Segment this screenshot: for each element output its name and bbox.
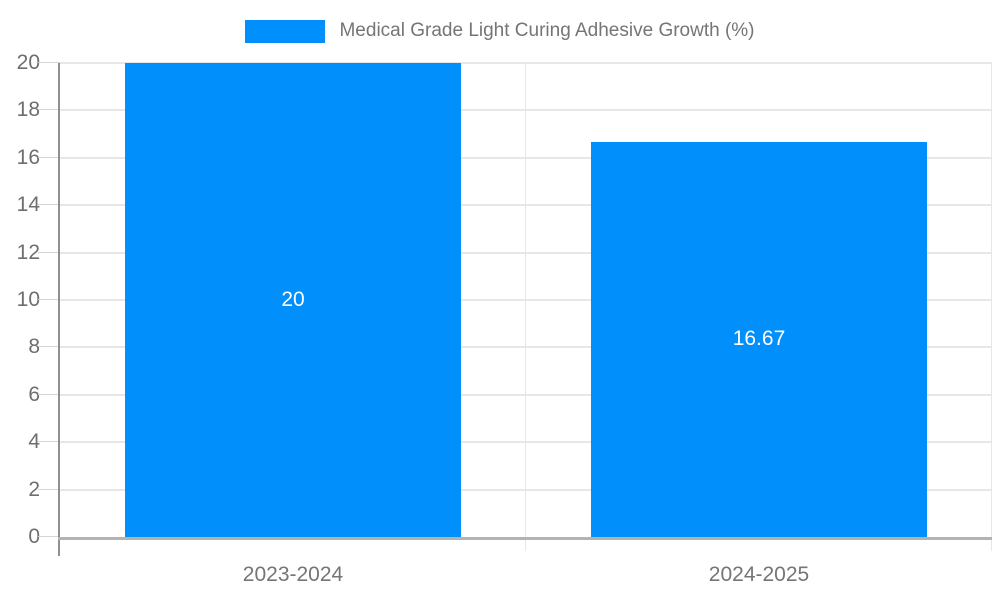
y-axis-tick bbox=[38, 393, 60, 395]
gridline-horizontal bbox=[60, 62, 992, 64]
y-tick-label: 6 bbox=[28, 382, 40, 406]
y-tick-label: 2 bbox=[28, 477, 40, 501]
x-axis-labels: 2023-2024 2024-2025 bbox=[60, 562, 992, 590]
gridline-horizontal bbox=[60, 441, 992, 444]
y-tick-label: 0 bbox=[28, 525, 40, 548]
y-tick-label: 20 bbox=[16, 51, 40, 74]
y-axis-tick bbox=[38, 441, 60, 443]
x-axis-line bbox=[58, 537, 992, 540]
gridline-horizontal bbox=[60, 346, 992, 349]
gridline-horizontal bbox=[60, 204, 992, 207]
y-axis-tick bbox=[38, 346, 60, 348]
y-tick-label: 4 bbox=[28, 430, 40, 454]
bar: 16.67 bbox=[591, 141, 927, 537]
y-tick-label: 18 bbox=[16, 98, 40, 122]
bar: 20 bbox=[125, 63, 461, 537]
x-tick-label: 2024-2025 bbox=[708, 563, 810, 586]
gridline-horizontal bbox=[60, 156, 992, 159]
x-tick-label: 2023-2024 bbox=[242, 563, 344, 586]
y-tick-label: 12 bbox=[16, 240, 40, 264]
gridline-vertical bbox=[991, 63, 992, 551]
bar-category: 20 bbox=[60, 63, 526, 537]
gridline-horizontal bbox=[60, 109, 992, 112]
gridline-horizontal bbox=[60, 251, 992, 254]
legend: Medical Grade Light Curing Adhesive Grow… bbox=[0, 17, 1000, 45]
gridline-horizontal bbox=[60, 488, 992, 491]
legend-label: Medical Grade Light Curing Adhesive Grow… bbox=[339, 20, 755, 41]
y-tick-label: 16 bbox=[16, 145, 40, 169]
y-axis-tick bbox=[38, 488, 60, 490]
bar-category: 16.67 bbox=[526, 63, 992, 537]
y-tick-label: 10 bbox=[16, 288, 40, 311]
plot-area: 20 16.67 bbox=[38, 62, 992, 551]
y-axis-tick bbox=[38, 204, 60, 206]
y-axis-tick bbox=[38, 62, 60, 63]
y-axis-tick bbox=[38, 299, 60, 300]
y-axis-tick bbox=[38, 109, 60, 111]
bar-value-label: 16.67 bbox=[732, 327, 786, 351]
gridline-horizontal bbox=[60, 393, 992, 396]
y-axis-labels: 0 2 4 6 8 10 12 14 16 18 20 bbox=[0, 51, 40, 548]
y-tick-label: 14 bbox=[16, 193, 40, 217]
y-axis-line bbox=[58, 63, 60, 556]
y-axis-tick bbox=[38, 536, 60, 537]
bar-value-label: 20 bbox=[281, 288, 305, 311]
y-axis-tick bbox=[38, 156, 60, 158]
gridline-vertical bbox=[525, 63, 526, 551]
legend-swatch bbox=[245, 19, 326, 43]
y-axis-tick bbox=[38, 251, 60, 253]
y-tick-label: 8 bbox=[28, 335, 40, 359]
gridline-horizontal bbox=[60, 299, 992, 301]
